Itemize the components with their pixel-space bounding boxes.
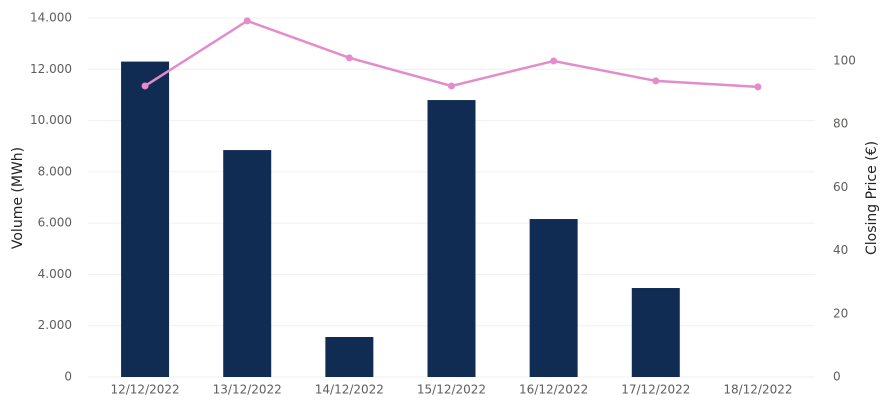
y-tick-label: 6.000 [38,216,72,230]
x-tick-label: 12/12/2022 [110,383,179,397]
y-tick-label: 4.000 [38,267,72,281]
point [550,57,558,65]
x-tick-label: 13/12/2022 [213,383,282,397]
point [345,54,353,62]
x-tick-label: 14/12/2022 [315,383,384,397]
point [141,82,149,90]
y-tick-label: 14.000 [30,11,72,25]
y2-tick-label: 100 [833,53,856,67]
x-tick-label: 16/12/2022 [519,383,588,397]
bar [121,61,170,377]
y2-tick-label: 0 [833,370,841,384]
y-tick-label: 2.000 [38,318,72,332]
bar [427,100,476,378]
point [448,82,455,90]
y-tick-label: 8.000 [38,164,72,178]
y2-tick-label: 40 [833,243,848,257]
y-axis-title: Volume (MWh) [10,147,26,249]
bar [325,336,374,377]
x-tick-label: 18/12/2022 [723,383,792,397]
x-tick-label: 15/12/2022 [417,383,486,397]
y-tick-label: 10.000 [30,113,72,127]
y2-tick-label: 20 [833,306,848,320]
y-tick-label: 12.000 [30,62,72,76]
bar [631,288,680,377]
line [144,19,759,89]
bar [529,219,578,377]
y2-tick-label: 60 [833,180,848,194]
y2-tick-label: 80 [833,117,848,131]
y2-axis-title: Closing Price (€) [864,141,880,255]
point [652,77,660,85]
point [243,17,251,25]
bar [223,150,272,377]
y-tick-label: 0 [64,370,72,384]
x-tick-label: 17/12/2022 [621,383,690,397]
point [754,83,762,91]
